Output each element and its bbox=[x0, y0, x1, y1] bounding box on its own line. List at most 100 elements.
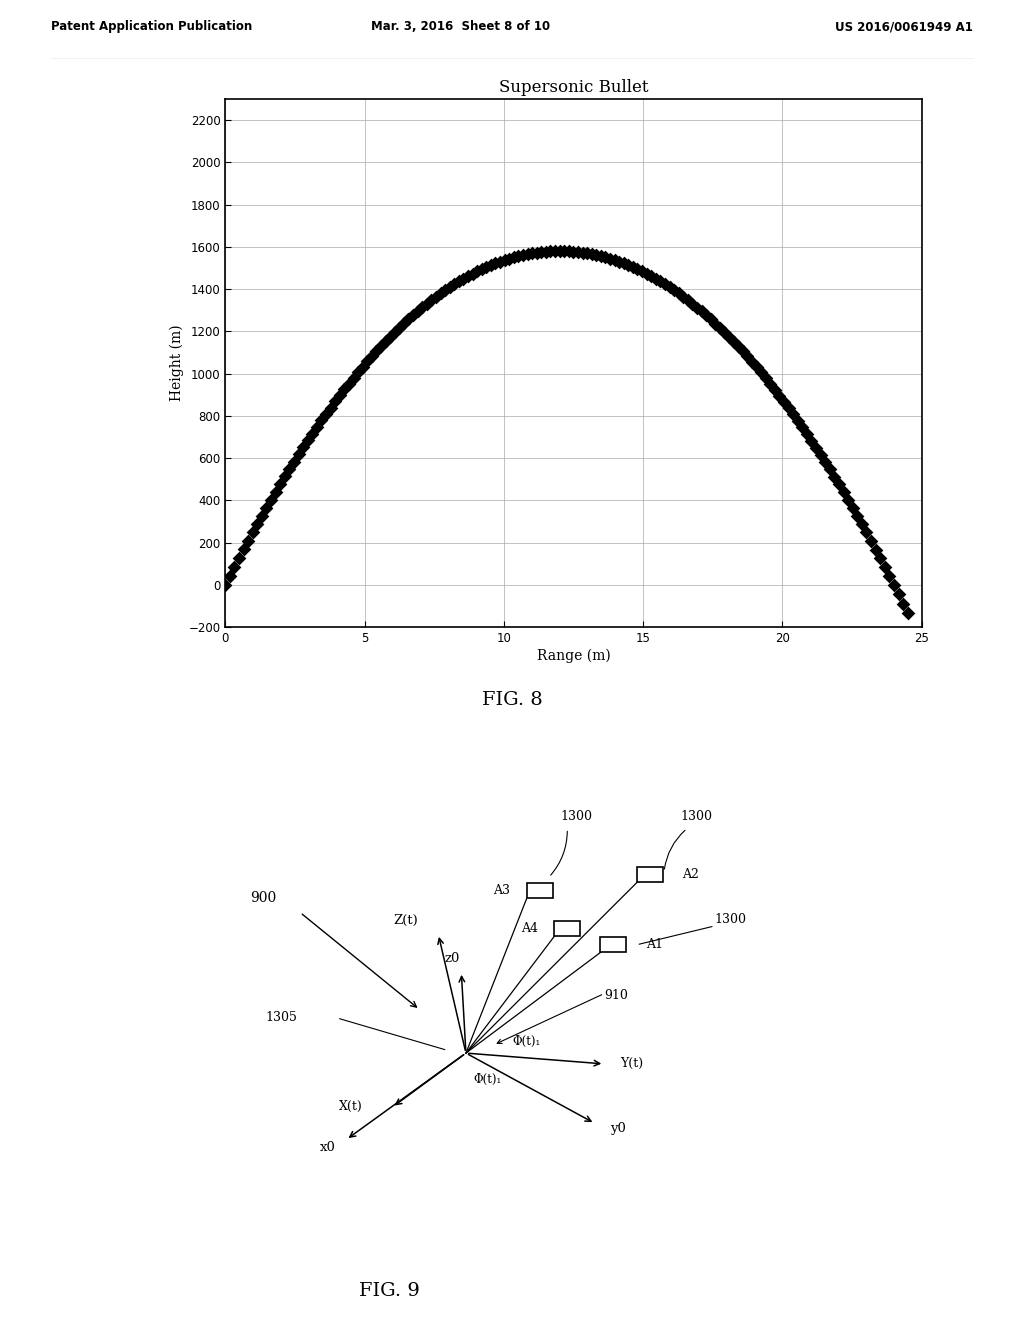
Point bbox=[308, 416, 325, 437]
Point bbox=[877, 557, 893, 578]
Text: 900: 900 bbox=[250, 891, 276, 904]
Text: x0: x0 bbox=[319, 1140, 336, 1154]
Point bbox=[391, 317, 408, 338]
Point bbox=[634, 261, 650, 282]
Point bbox=[304, 424, 321, 445]
Point bbox=[240, 531, 256, 552]
Point bbox=[272, 474, 289, 495]
Point bbox=[245, 521, 261, 543]
Text: A4: A4 bbox=[521, 923, 539, 935]
Point bbox=[638, 263, 654, 284]
Point bbox=[615, 253, 632, 275]
Text: Patent Application Publication: Patent Application Publication bbox=[51, 20, 253, 33]
Point bbox=[630, 259, 646, 280]
Point bbox=[821, 459, 838, 480]
Point bbox=[345, 367, 361, 388]
Point bbox=[762, 374, 778, 395]
Point bbox=[469, 261, 485, 282]
Point bbox=[254, 506, 270, 527]
Point bbox=[743, 351, 760, 372]
Text: 1300: 1300 bbox=[715, 913, 746, 927]
Text: 910: 910 bbox=[604, 989, 628, 1002]
Point bbox=[730, 335, 746, 356]
Point bbox=[899, 603, 915, 624]
Point bbox=[803, 430, 819, 451]
Text: FIG. 8: FIG. 8 bbox=[481, 690, 543, 709]
Y-axis label: Height (m): Height (m) bbox=[170, 325, 184, 401]
Point bbox=[515, 244, 531, 265]
Point bbox=[771, 385, 787, 407]
Point bbox=[776, 391, 793, 412]
Point bbox=[373, 335, 389, 356]
Point bbox=[725, 331, 741, 352]
Bar bbox=[554, 921, 581, 936]
Point bbox=[886, 574, 902, 595]
Point bbox=[849, 506, 865, 527]
Point bbox=[858, 521, 874, 543]
Point bbox=[538, 242, 554, 263]
Point bbox=[675, 286, 691, 308]
Point bbox=[652, 271, 669, 292]
Point bbox=[662, 277, 678, 298]
Text: Z(t): Z(t) bbox=[393, 915, 419, 927]
Point bbox=[217, 574, 233, 595]
Point bbox=[332, 384, 348, 405]
Point bbox=[497, 249, 513, 271]
Point bbox=[258, 496, 274, 517]
Point bbox=[487, 252, 504, 273]
Point bbox=[465, 263, 481, 284]
Point bbox=[547, 240, 563, 261]
Text: Mar. 3, 2016  Sheet 8 of 10: Mar. 3, 2016 Sheet 8 of 10 bbox=[372, 20, 550, 33]
Point bbox=[817, 451, 834, 473]
Point bbox=[830, 474, 847, 495]
Point bbox=[795, 417, 811, 438]
Point bbox=[482, 255, 499, 276]
Point bbox=[432, 282, 449, 304]
Point bbox=[698, 305, 715, 326]
Point bbox=[276, 466, 293, 487]
Point bbox=[528, 242, 545, 263]
Point bbox=[354, 356, 371, 378]
Point bbox=[808, 437, 824, 458]
Point bbox=[882, 565, 898, 586]
Text: 1300: 1300 bbox=[680, 810, 713, 824]
Point bbox=[359, 351, 376, 372]
Point bbox=[872, 548, 889, 569]
Point bbox=[501, 248, 517, 269]
Point bbox=[826, 466, 843, 487]
Point bbox=[560, 240, 577, 261]
Point bbox=[656, 273, 673, 294]
Point bbox=[456, 268, 472, 289]
Point bbox=[734, 341, 751, 362]
Text: Y(t): Y(t) bbox=[621, 1056, 643, 1069]
Point bbox=[780, 397, 797, 418]
Point bbox=[364, 346, 380, 367]
Point bbox=[666, 280, 682, 301]
Point bbox=[863, 531, 880, 552]
Point bbox=[506, 247, 522, 268]
Point bbox=[739, 346, 756, 367]
Point bbox=[230, 548, 247, 569]
Point bbox=[226, 556, 243, 577]
Point bbox=[836, 482, 852, 503]
Point bbox=[404, 305, 421, 326]
Point bbox=[400, 309, 417, 330]
Text: A2: A2 bbox=[683, 869, 699, 880]
Point bbox=[336, 379, 352, 400]
Point bbox=[625, 256, 641, 277]
Point bbox=[643, 265, 659, 286]
Point bbox=[579, 243, 595, 264]
Text: 1300: 1300 bbox=[560, 810, 593, 824]
Point bbox=[534, 242, 550, 263]
Point bbox=[588, 244, 604, 265]
Point bbox=[569, 242, 586, 263]
Point bbox=[799, 424, 815, 445]
Point bbox=[460, 265, 476, 286]
Point bbox=[317, 404, 334, 425]
Point bbox=[282, 458, 298, 479]
Bar bbox=[637, 867, 664, 882]
Point bbox=[437, 280, 454, 301]
Point bbox=[267, 482, 284, 503]
Point bbox=[593, 246, 609, 267]
Point bbox=[702, 309, 719, 330]
